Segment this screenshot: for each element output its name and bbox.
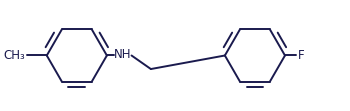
Text: NH: NH — [114, 48, 132, 61]
Text: CH₃: CH₃ — [4, 49, 25, 62]
Text: F: F — [298, 49, 304, 62]
